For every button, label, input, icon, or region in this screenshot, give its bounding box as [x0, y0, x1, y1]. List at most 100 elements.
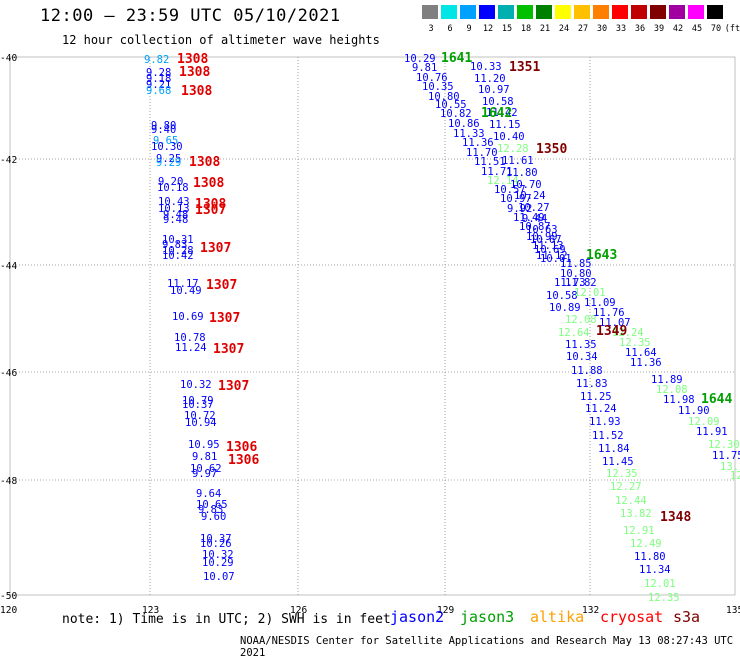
wave-height-label: 10.01	[540, 253, 572, 265]
colorbar-label: 39	[653, 24, 665, 34]
wave-height-label: 12.08	[565, 314, 597, 326]
wave-height-label: 10.65	[196, 499, 228, 511]
wave-height-label: 9.80	[151, 120, 176, 132]
pass-number-label: 1349	[596, 324, 627, 339]
wave-height-label: 12.28	[497, 143, 529, 155]
pass-number-label: 1307	[200, 241, 231, 256]
wave-height-label: 12.35	[619, 337, 651, 349]
wave-height-label: 11.61	[502, 155, 534, 167]
wave-height-label: 12.30	[708, 439, 740, 451]
colorbar-swatch	[612, 5, 628, 19]
pass-number-label: 1350	[536, 142, 567, 157]
pass-number-label: 1348	[660, 510, 691, 525]
wave-height-label: 10.95	[188, 439, 220, 451]
wave-height-label: 10.34	[566, 351, 598, 363]
wave-height-label: 11.2	[0, 0, 25, 3]
wave-height-label: 10.57	[494, 184, 526, 196]
wave-height-label: 12.99	[730, 470, 740, 482]
wave-height-label: 9.81	[192, 451, 217, 463]
wave-height-label: 10.94	[185, 417, 217, 429]
wave-height-label: 12.64	[558, 327, 590, 339]
wave-height-label: 12.35	[648, 592, 680, 604]
lat-tick-label: -48	[0, 476, 17, 487]
wave-height-label: 9.64	[196, 488, 221, 500]
colorbar-label: 21	[539, 24, 551, 34]
wave-height-label: 9.48	[163, 209, 188, 221]
wave-height-label: 10.27	[518, 202, 550, 214]
wave-height-label: 10.76	[416, 72, 448, 84]
wave-height-label: 12.01	[574, 287, 606, 299]
wave-height-label: 12.44	[615, 495, 647, 507]
wave-height-label: 11.93	[589, 416, 621, 428]
wave-height-label: 10.63	[526, 224, 558, 236]
pass-number-label: 1308	[195, 197, 226, 212]
colorbar-label: 18	[520, 24, 532, 34]
wave-height-label: 13.23	[720, 461, 740, 473]
wave-height-label: 9.81	[412, 62, 437, 74]
wave-height-label: 9.83	[162, 239, 187, 251]
wave-height-label: 10.30	[151, 141, 183, 153]
wave-height-label: 9.18	[146, 73, 171, 85]
wave-height-label: 13.82	[620, 508, 652, 520]
wave-height-label: 11.80	[634, 551, 666, 563]
pass-number-label: 1642	[481, 106, 512, 121]
wave-height-label: 10.40	[493, 131, 525, 143]
wave-height-label: 11.73	[554, 277, 586, 289]
satellite-legend-jason3: jason3	[460, 608, 515, 626]
colorbar-swatch	[669, 5, 685, 19]
wave-height-label: 10.87	[519, 221, 551, 233]
wave-height-label: 11.80	[506, 167, 538, 179]
wave-height-label: 11.33	[453, 128, 485, 140]
wave-height-label: 10.82	[440, 108, 472, 120]
wave-height-label: 12.24	[612, 327, 644, 339]
wave-height-label: 11.70	[466, 147, 498, 159]
wave-height-label: 10.70	[510, 179, 542, 191]
wave-height-label: 9.97	[192, 468, 217, 480]
wave-height-label: 12.27	[610, 481, 642, 493]
pass-number-label: 1308	[177, 52, 208, 67]
wave-height-label: 10.18	[157, 182, 189, 194]
colorbar-swatch	[441, 5, 457, 19]
wave-height-label: 10.55	[435, 99, 467, 111]
colorbar-label: 36	[634, 24, 646, 34]
wave-height-label: 9.44	[522, 213, 547, 225]
wave-height-label: 11.12	[536, 250, 568, 262]
wave-height-label: 9.29	[156, 157, 181, 169]
wave-height-label: 9.25	[156, 153, 181, 165]
map-subtitle: 12 hour collection of altimeter wave hei…	[62, 33, 380, 47]
wave-height-label: 11.35	[565, 339, 597, 351]
wave-height-label: 10.97	[478, 84, 510, 96]
lat-tick-label: -40	[0, 53, 17, 64]
wave-height-label: 10.86	[448, 118, 480, 130]
colorbar-label: 33	[615, 24, 627, 34]
lon-tick-label: 129	[437, 605, 454, 616]
wave-height-label: 10.62	[190, 463, 222, 475]
pass-number-label: 1308	[193, 176, 224, 191]
colorbar-label: 30	[596, 24, 608, 34]
wave-height-label: 10.29	[202, 557, 234, 569]
satellite-legend-jason2: jason2	[390, 608, 445, 626]
lon-tick-label: 123	[142, 605, 159, 616]
lon-tick-label: 135	[726, 605, 740, 616]
wave-height-label: 12.49	[630, 538, 662, 550]
wave-height-label: 12.14	[487, 175, 519, 187]
wave-height-label: 10.07	[203, 571, 235, 583]
colorbar-swatch	[460, 5, 476, 19]
wave-height-label: 11.15	[489, 119, 521, 131]
pass-number-label: 1307	[218, 379, 249, 394]
pass-number-label: 1308	[189, 155, 220, 170]
wave-height-label: 11.42	[486, 107, 518, 119]
wave-height-label: 11.20	[474, 73, 506, 85]
pass-number-label: 1351	[509, 60, 540, 75]
wave-height-label: 11.17	[167, 278, 199, 290]
wave-height-label: 10.67	[530, 234, 562, 246]
wave-height-label: 10.32	[202, 549, 234, 561]
wave-height-label: 11.36	[462, 137, 494, 149]
wave-height-label: 10.37	[200, 533, 232, 545]
wave-height-label: 10.33	[470, 61, 502, 73]
pass-number-label: 1308	[181, 84, 212, 99]
wave-height-label: 10.24	[514, 190, 546, 202]
wave-height-label: 10.32	[180, 379, 212, 391]
wave-height-label: 10.79	[182, 395, 214, 407]
wave-height-label: 10.31	[162, 234, 194, 246]
